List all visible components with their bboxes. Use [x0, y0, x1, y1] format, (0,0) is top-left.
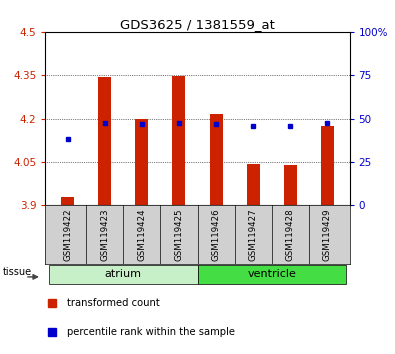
- Text: GSM119426: GSM119426: [212, 208, 220, 261]
- Text: GSM119428: GSM119428: [286, 208, 295, 261]
- Text: transformed count: transformed count: [67, 298, 160, 308]
- Text: tissue: tissue: [2, 267, 31, 277]
- Text: GSM119425: GSM119425: [175, 208, 183, 261]
- Bar: [284, 165, 297, 205]
- Text: GSM119423: GSM119423: [100, 208, 109, 261]
- Text: GSM119429: GSM119429: [323, 208, 332, 261]
- Text: GSM119422: GSM119422: [63, 208, 72, 261]
- Bar: [61, 196, 74, 205]
- Bar: [210, 114, 222, 205]
- Bar: [98, 77, 111, 205]
- Text: percentile rank within the sample: percentile rank within the sample: [67, 327, 235, 337]
- Text: GSM119427: GSM119427: [248, 208, 258, 261]
- Bar: [173, 76, 185, 205]
- Text: atrium: atrium: [105, 269, 142, 279]
- Bar: [198, 265, 346, 284]
- Title: GDS3625 / 1381559_at: GDS3625 / 1381559_at: [120, 18, 275, 31]
- Bar: [321, 126, 334, 205]
- Text: ventricle: ventricle: [247, 269, 296, 279]
- Bar: [135, 119, 149, 205]
- Text: GSM119424: GSM119424: [137, 208, 147, 261]
- Bar: [246, 164, 260, 205]
- Bar: [49, 265, 198, 284]
